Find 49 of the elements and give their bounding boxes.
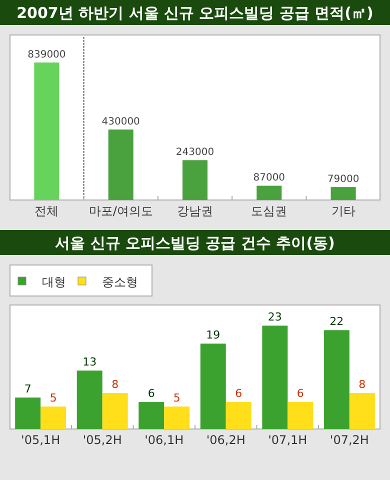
x-tick-label: '07,2H xyxy=(330,433,369,447)
data-label: 839000 xyxy=(28,50,66,60)
data-label: 8 xyxy=(112,378,119,392)
bar xyxy=(138,402,164,429)
bar xyxy=(256,186,282,200)
bar xyxy=(226,402,252,429)
data-label: 22 xyxy=(330,315,344,328)
data-label: 87000 xyxy=(253,172,286,184)
x-tick-label: 도심권 xyxy=(251,204,288,218)
data-label: 7 xyxy=(24,382,32,396)
chart-title: 서울 신규 오피스빌딩 공급 건수 추이(동) xyxy=(55,234,335,252)
x-tick-label: 기타 xyxy=(331,204,356,218)
data-label: 5 xyxy=(50,392,57,405)
legend-label: 대형 xyxy=(42,275,66,289)
data-label: 13 xyxy=(82,356,97,369)
data-label: 6 xyxy=(235,387,242,400)
legend-label: 중소형 xyxy=(102,275,138,289)
data-label: 430000 xyxy=(102,116,140,128)
bar xyxy=(288,402,314,429)
data-label: 6 xyxy=(148,387,155,400)
bar xyxy=(182,160,208,200)
bar xyxy=(76,370,102,429)
data-label: 8 xyxy=(358,378,366,392)
bar xyxy=(40,406,66,429)
bar xyxy=(108,130,134,200)
bar xyxy=(34,62,60,200)
x-tick-label: '05,2H xyxy=(82,433,122,447)
bar xyxy=(15,398,41,429)
x-tick-label: '05,1H xyxy=(21,433,60,447)
bar xyxy=(102,393,128,429)
data-label: 5 xyxy=(173,392,180,405)
chart-title: 2007년 하반기 서울 신규 오피스빌딩 공급 면적(㎡) xyxy=(16,4,374,22)
bar xyxy=(324,330,350,429)
bar xyxy=(262,326,288,429)
x-tick-label: '06,2H xyxy=(206,433,246,447)
data-label: 23 xyxy=(268,310,282,324)
bar xyxy=(330,187,356,200)
bar xyxy=(200,344,226,429)
x-tick-label: '06,1H xyxy=(144,433,184,447)
data-label: 19 xyxy=(206,328,220,342)
x-tick-label: 마포/여의도 xyxy=(88,204,153,218)
bar xyxy=(349,393,375,429)
data-label: 243000 xyxy=(176,147,214,158)
bar xyxy=(164,406,190,429)
x-tick-label: '07,1H xyxy=(268,433,308,447)
x-tick-label: 전체 xyxy=(34,204,59,218)
data-label: 79000 xyxy=(327,174,360,186)
data-label: 6 xyxy=(296,387,304,400)
x-tick-label: 강남권 xyxy=(177,204,213,218)
